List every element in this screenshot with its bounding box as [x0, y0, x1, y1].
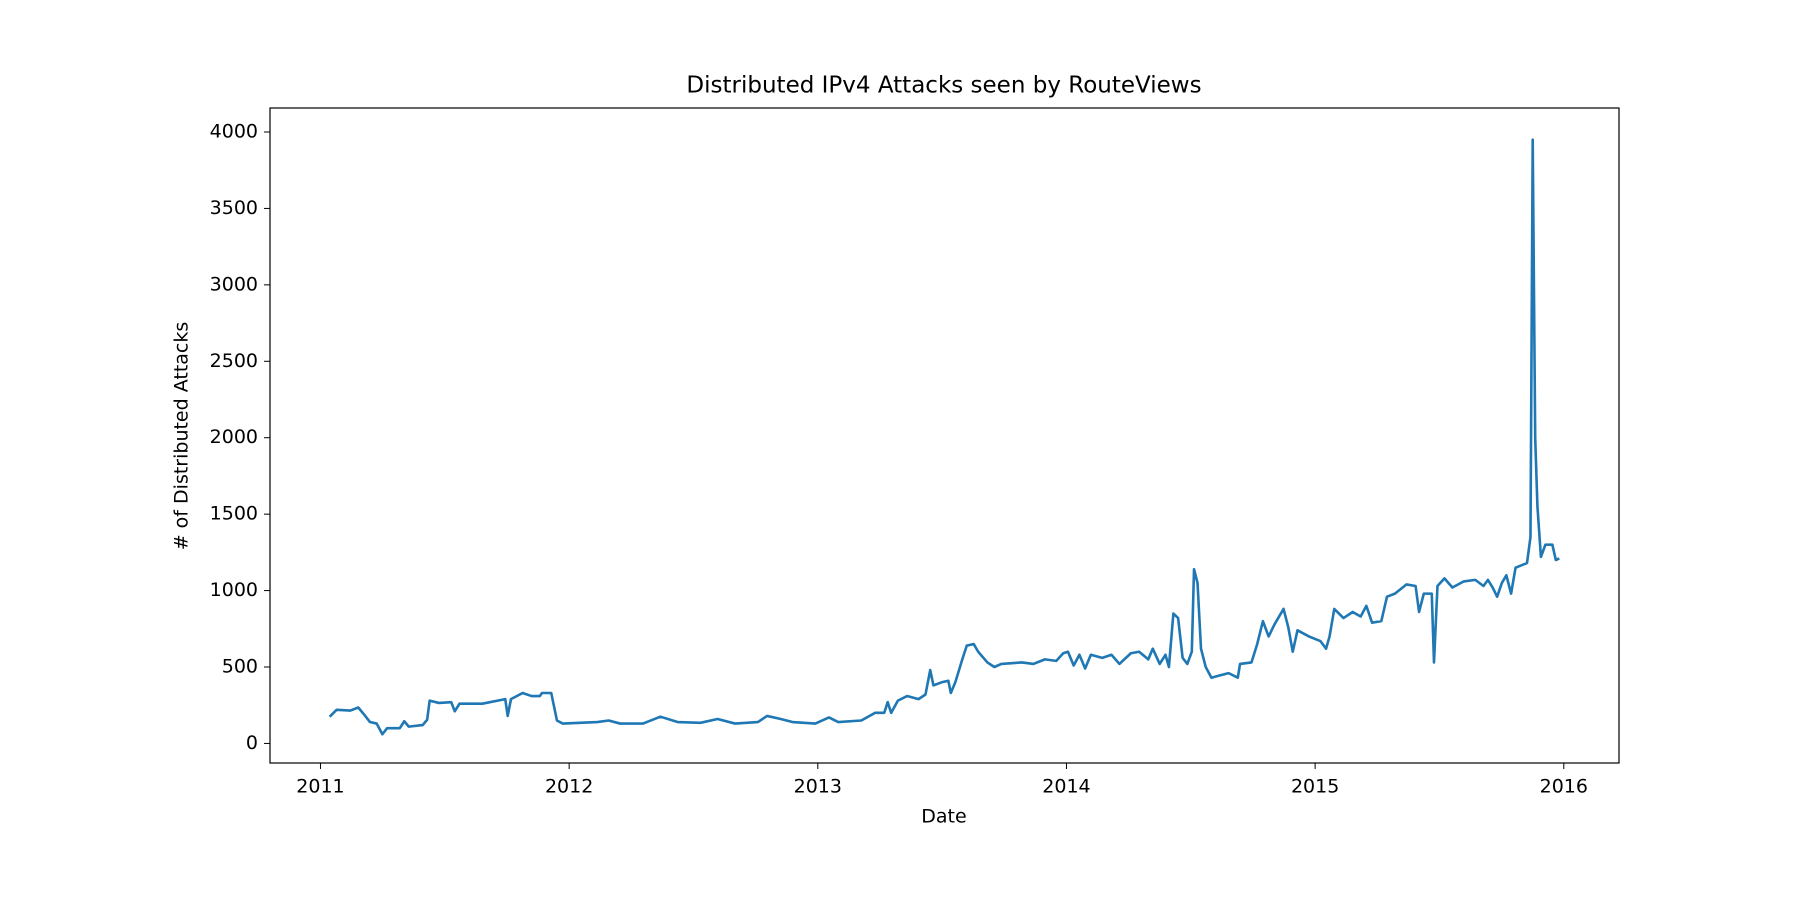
y-tick-label: 1500: [210, 503, 258, 525]
x-axis-label: Date: [921, 806, 966, 828]
chart-title: Distributed IPv4 Attacks seen by RouteVi…: [686, 73, 1201, 99]
x-tick-label: 2016: [1540, 776, 1588, 798]
y-tick-label: 2500: [210, 350, 258, 372]
y-tick-label: 1000: [210, 579, 258, 601]
y-tick-label: 3000: [210, 273, 258, 295]
x-tick-label: 2012: [545, 776, 593, 798]
data-line: [328, 138, 1560, 736]
x-tick-label: 2014: [1042, 776, 1090, 798]
y-axis-label: # of Distributed Attacks: [171, 322, 193, 551]
y-tick-label: 0: [246, 732, 258, 754]
x-tick-label: 2011: [296, 776, 344, 798]
y-tick-label: 2000: [210, 426, 258, 448]
y-tick-label: 4000: [210, 120, 258, 142]
x-tick-label: 2013: [794, 776, 842, 798]
y-tick-label: 3500: [210, 197, 258, 219]
y-tick-label: 500: [222, 656, 258, 678]
x-tick-label: 2015: [1291, 776, 1339, 798]
plot-frame: [269, 107, 1620, 764]
